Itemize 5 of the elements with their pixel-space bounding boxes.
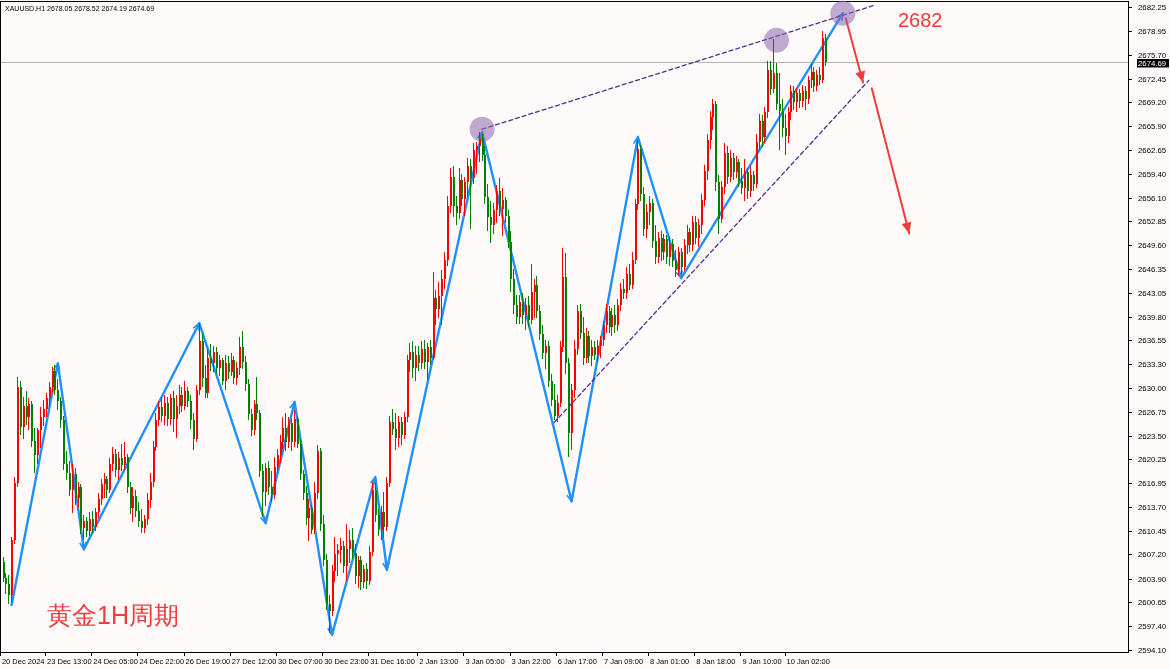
point: [469, 116, 495, 142]
annotation: 2682: [898, 9, 943, 31]
point: [763, 27, 789, 53]
annotation: 黄金1H周期: [47, 601, 179, 629]
point: [830, 0, 856, 26]
